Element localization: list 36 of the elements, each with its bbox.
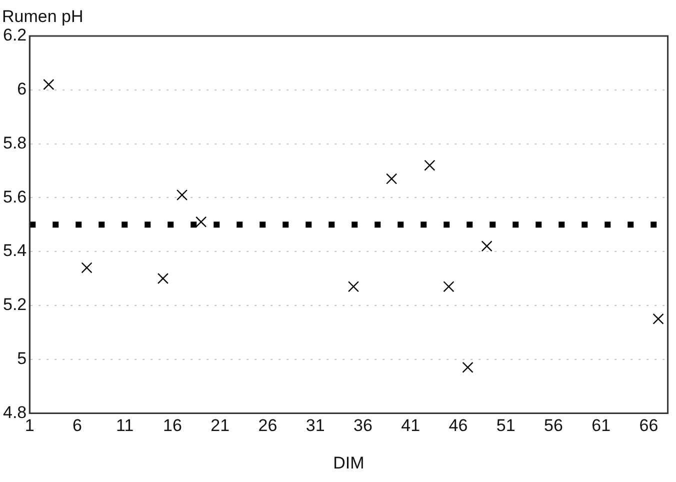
x-tick-label: 16 (163, 416, 182, 436)
point (196, 216, 207, 228)
point (424, 160, 436, 171)
x-tick-label: 11 (116, 416, 134, 436)
x-tick-label: 1 (24, 416, 34, 436)
point (481, 240, 492, 252)
point (348, 281, 360, 292)
y-tick-label: 5.2 (2, 295, 27, 314)
x-axis-title: DIM (333, 453, 364, 472)
y-tick-label: 6 (17, 80, 27, 99)
point (176, 189, 188, 201)
y-tick-label: 5.6 (2, 187, 27, 206)
y-tick-label: 6.2 (2, 26, 27, 45)
x-tick-label: 6 (72, 416, 82, 436)
y-tick-label: 5.4 (2, 241, 27, 260)
point (43, 78, 54, 90)
y-tick-label: 4.8 (2, 402, 27, 422)
x-tick-label: 21 (210, 416, 230, 436)
x-tick-label: 41 (401, 416, 420, 436)
y-tick-label: 5 (17, 349, 27, 368)
point (386, 173, 398, 184)
point (81, 262, 92, 274)
x-tick-label: 66 (639, 416, 658, 436)
point (652, 313, 664, 324)
x-tick-label: 46 (448, 416, 468, 436)
point (443, 281, 454, 292)
x-tick-label: 61 (592, 416, 611, 436)
x-tick-label: 51 (496, 416, 516, 436)
x-tick-label: 36 (354, 416, 372, 436)
y-tick-label: 5.8 (2, 133, 27, 152)
x-tick-label: 31 (306, 416, 325, 436)
point (157, 272, 169, 284)
x-tick-label: 56 (544, 416, 563, 436)
x-tick-label: 26 (258, 416, 278, 436)
point (462, 362, 474, 373)
y-axis-title: Rumen pH (2, 7, 84, 26)
